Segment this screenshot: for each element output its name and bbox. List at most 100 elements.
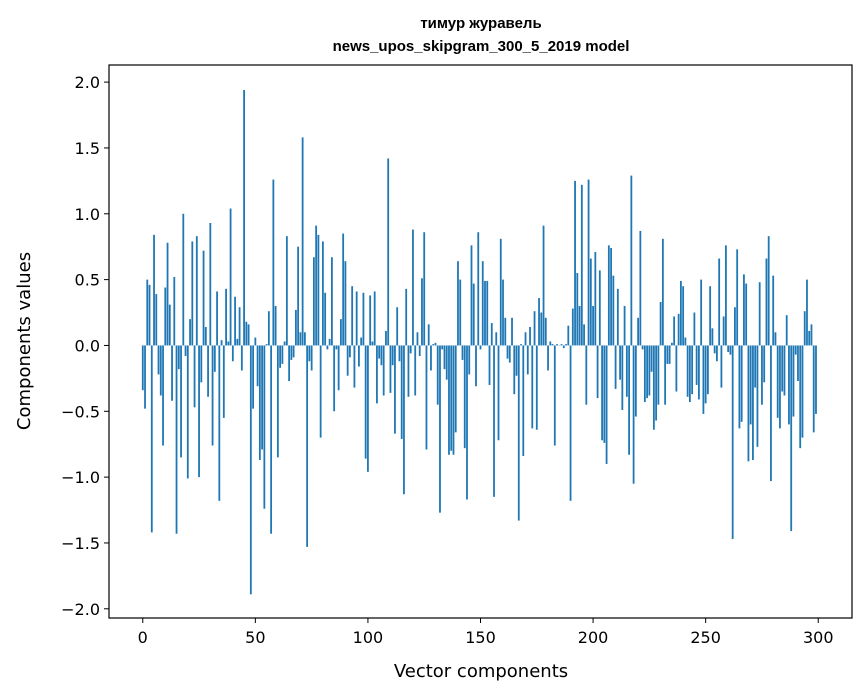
bar-97	[360, 337, 363, 346]
bar-110	[389, 345, 392, 393]
y-tick-label: −2.0	[61, 600, 100, 619]
bar-148	[475, 345, 477, 387]
bar-169	[522, 345, 525, 457]
bar-66	[290, 345, 293, 360]
bar-160	[502, 279, 504, 346]
bar-254	[713, 345, 716, 354]
y-tick-label: 2.0	[75, 73, 100, 92]
bar-101	[369, 295, 372, 346]
bar-20	[186, 345, 189, 479]
bar-15	[175, 345, 178, 534]
bar-291	[797, 345, 799, 381]
bar-70	[299, 332, 302, 346]
bar-11	[166, 242, 169, 346]
bar-273	[756, 345, 759, 447]
bar-167	[517, 345, 520, 521]
bar-112	[394, 345, 396, 434]
bar-1	[144, 345, 146, 409]
bar-65	[288, 345, 291, 381]
bar-44	[240, 345, 243, 371]
bar-240	[682, 286, 685, 346]
bar-191	[571, 308, 574, 346]
bar-288	[790, 345, 793, 532]
bar-242	[686, 345, 689, 397]
bar-200	[592, 305, 594, 346]
bar-29	[207, 345, 209, 397]
bar-155	[490, 323, 493, 346]
bar-19	[184, 345, 187, 356]
bar-296	[808, 330, 811, 346]
bar-37	[225, 288, 227, 346]
bar-118	[407, 345, 410, 397]
bar-170	[524, 332, 527, 346]
bar-145	[468, 345, 471, 375]
bar-68	[294, 309, 297, 346]
bar-119	[409, 345, 412, 354]
bar-121	[414, 345, 417, 396]
bar-82	[326, 345, 329, 350]
bar-35	[220, 340, 223, 346]
bar-135	[445, 345, 448, 380]
bar-263	[734, 307, 736, 346]
x-tick-label: 50	[245, 628, 265, 647]
x-tick-label: 200	[578, 628, 609, 647]
bar-274	[758, 282, 761, 346]
bar-series	[141, 90, 817, 595]
bar-196	[583, 324, 585, 346]
bar-177	[540, 312, 543, 346]
bar-226	[650, 345, 653, 372]
bar-209	[612, 275, 615, 346]
bar-249	[702, 345, 705, 414]
y-axis-ticks: −2.0 −1.5 −1.0 −0.5 0.0 0.5 1.0 1.5 2.0	[61, 73, 109, 619]
bar-141	[459, 279, 462, 346]
bar-56	[267, 311, 270, 346]
bar-58	[272, 179, 275, 346]
bar-184	[556, 344, 558, 346]
bar-3	[148, 284, 151, 346]
bar-43	[238, 307, 241, 346]
bar-77	[315, 225, 318, 346]
bar-162	[506, 345, 509, 359]
bar-39	[229, 208, 232, 346]
bar-4	[150, 345, 153, 533]
bar-228	[655, 345, 658, 421]
bar-130	[434, 342, 437, 346]
bar-146	[470, 245, 473, 346]
bar-163	[508, 345, 511, 363]
bar-197	[585, 345, 588, 405]
bar-123	[418, 345, 421, 356]
bar-133	[441, 345, 444, 350]
bar-86	[335, 345, 338, 350]
bar-276	[763, 345, 766, 383]
bar-252	[709, 286, 712, 346]
bar-260	[727, 345, 730, 353]
bar-225	[648, 345, 651, 396]
bar-103	[373, 291, 376, 346]
bar-22	[191, 241, 194, 346]
bar-284	[781, 345, 784, 392]
bar-34	[218, 345, 221, 501]
bar-256	[718, 258, 721, 346]
y-tick-label: 0.5	[75, 271, 100, 290]
bar-113	[396, 307, 399, 346]
bar-287	[788, 345, 790, 425]
bar-259	[725, 245, 727, 346]
bar-172	[529, 327, 531, 346]
bar-144	[466, 345, 468, 500]
bar-100	[367, 345, 369, 472]
bar-202	[596, 345, 599, 399]
bar-173	[531, 345, 534, 429]
bar-198	[587, 179, 590, 346]
bar-218	[632, 345, 635, 484]
chart-title: тимур журавель	[420, 15, 541, 32]
bar-93	[351, 286, 354, 346]
bar-69	[297, 246, 300, 346]
bar-62	[281, 345, 284, 364]
bar-91	[346, 345, 349, 376]
bar-75	[310, 345, 313, 371]
bar-270	[749, 345, 752, 425]
bar-88	[340, 319, 342, 346]
bar-203	[598, 270, 601, 346]
bar-186	[560, 344, 563, 346]
